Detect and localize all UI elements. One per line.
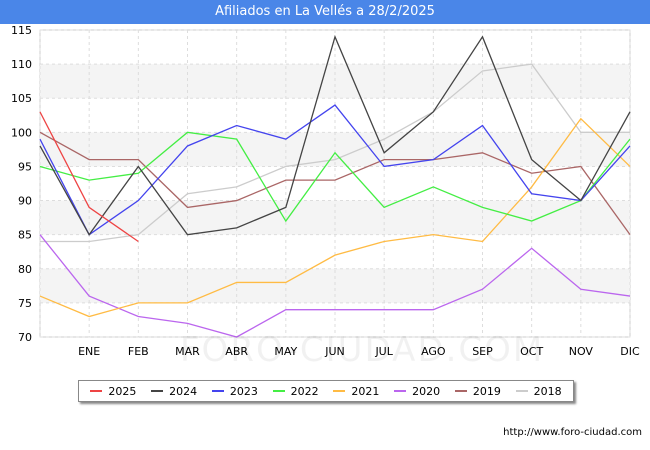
x-tick-label: OCT: [520, 345, 543, 358]
y-tick-label: 80: [18, 263, 32, 276]
series-line-2022: [39, 131, 631, 223]
legend-swatch: [394, 390, 407, 392]
x-tick-label: SEP: [472, 345, 493, 358]
x-tick-label: MAR: [175, 345, 200, 358]
legend-swatch: [515, 390, 528, 392]
x-tick-label: FEB: [128, 345, 149, 358]
background-band: [40, 132, 630, 167]
x-tick-label: ENE: [78, 345, 100, 358]
x-tick-label: ABR: [225, 345, 248, 358]
legend-swatch: [333, 390, 346, 392]
series-line-2020: [39, 234, 631, 338]
legend-swatch: [272, 390, 285, 392]
series-lines: [39, 34, 631, 338]
legend-item-2024: 2024: [151, 385, 197, 398]
y-tick-label: 100: [11, 126, 32, 139]
y-axis-ticks: 70 75 80 85 90 95 100 105 110 115: [11, 24, 32, 344]
source-url: http://www.foro-ciudad.com: [503, 427, 642, 438]
watermark: FORO-CIUDAD.COM: [180, 330, 545, 370]
background-band: [40, 268, 630, 303]
chart-title: Afiliados en La Vellés a 28/2/2025: [0, 0, 650, 24]
legend-label: 2024: [169, 384, 198, 398]
legend-item-2022: 2022: [272, 384, 319, 398]
legend-item-2021: 2021: [333, 385, 379, 398]
background-band: [40, 64, 630, 99]
legend-item-2020: 2020: [394, 385, 440, 398]
series-line-2018: [40, 63, 630, 243]
legend-swatch: [151, 390, 164, 392]
legend-label: 2019: [472, 384, 501, 398]
series-line-2024: [39, 34, 631, 236]
legend-label: 2020: [412, 384, 441, 398]
y-tick-label: 105: [11, 92, 32, 105]
legend: 2025 2024 2023 2022 2021 2020 2019 2018: [78, 380, 574, 402]
legend-label: 2021: [351, 384, 380, 398]
y-tick-label: 95: [18, 160, 32, 173]
legend-swatch: [211, 390, 224, 392]
y-tick-label: 75: [18, 297, 32, 310]
legend-item-2018: 2018: [515, 384, 562, 398]
legend-label: 2022: [290, 384, 319, 398]
series-line-2025: [39, 111, 139, 243]
legend-item-2023: 2023: [211, 384, 258, 398]
x-tick-label: JUN: [324, 345, 345, 358]
series-line-2021: [39, 117, 631, 318]
x-axis-ticks: ENE FEB MAR ABR MAY JUN JUL AGO SEP OCT NOV DIC: [78, 345, 640, 358]
legend-item-2019: 2019: [454, 384, 501, 398]
y-tick-label: 110: [11, 58, 32, 71]
legend-label: 2018: [533, 384, 562, 398]
legend-label: 2023: [229, 384, 258, 398]
y-tick-label: 115: [11, 24, 32, 37]
x-tick-label: JUL: [374, 345, 393, 358]
x-tick-label: AGO: [421, 345, 446, 358]
y-tick-label: 70: [18, 331, 32, 344]
legend-swatch: [454, 390, 467, 392]
x-tick-label: MAY: [274, 345, 297, 358]
x-tick-label: DIC: [620, 345, 640, 358]
series-line-2023: [39, 104, 631, 236]
series-line-2019: [39, 131, 631, 236]
y-tick-label: 85: [18, 229, 32, 242]
y-tick-label: 90: [18, 195, 32, 208]
legend-swatch: [90, 390, 103, 392]
legend-label: 2025: [108, 384, 137, 398]
x-tick-label: NOV: [569, 345, 594, 358]
legend-item-2025: 2025: [90, 385, 136, 398]
